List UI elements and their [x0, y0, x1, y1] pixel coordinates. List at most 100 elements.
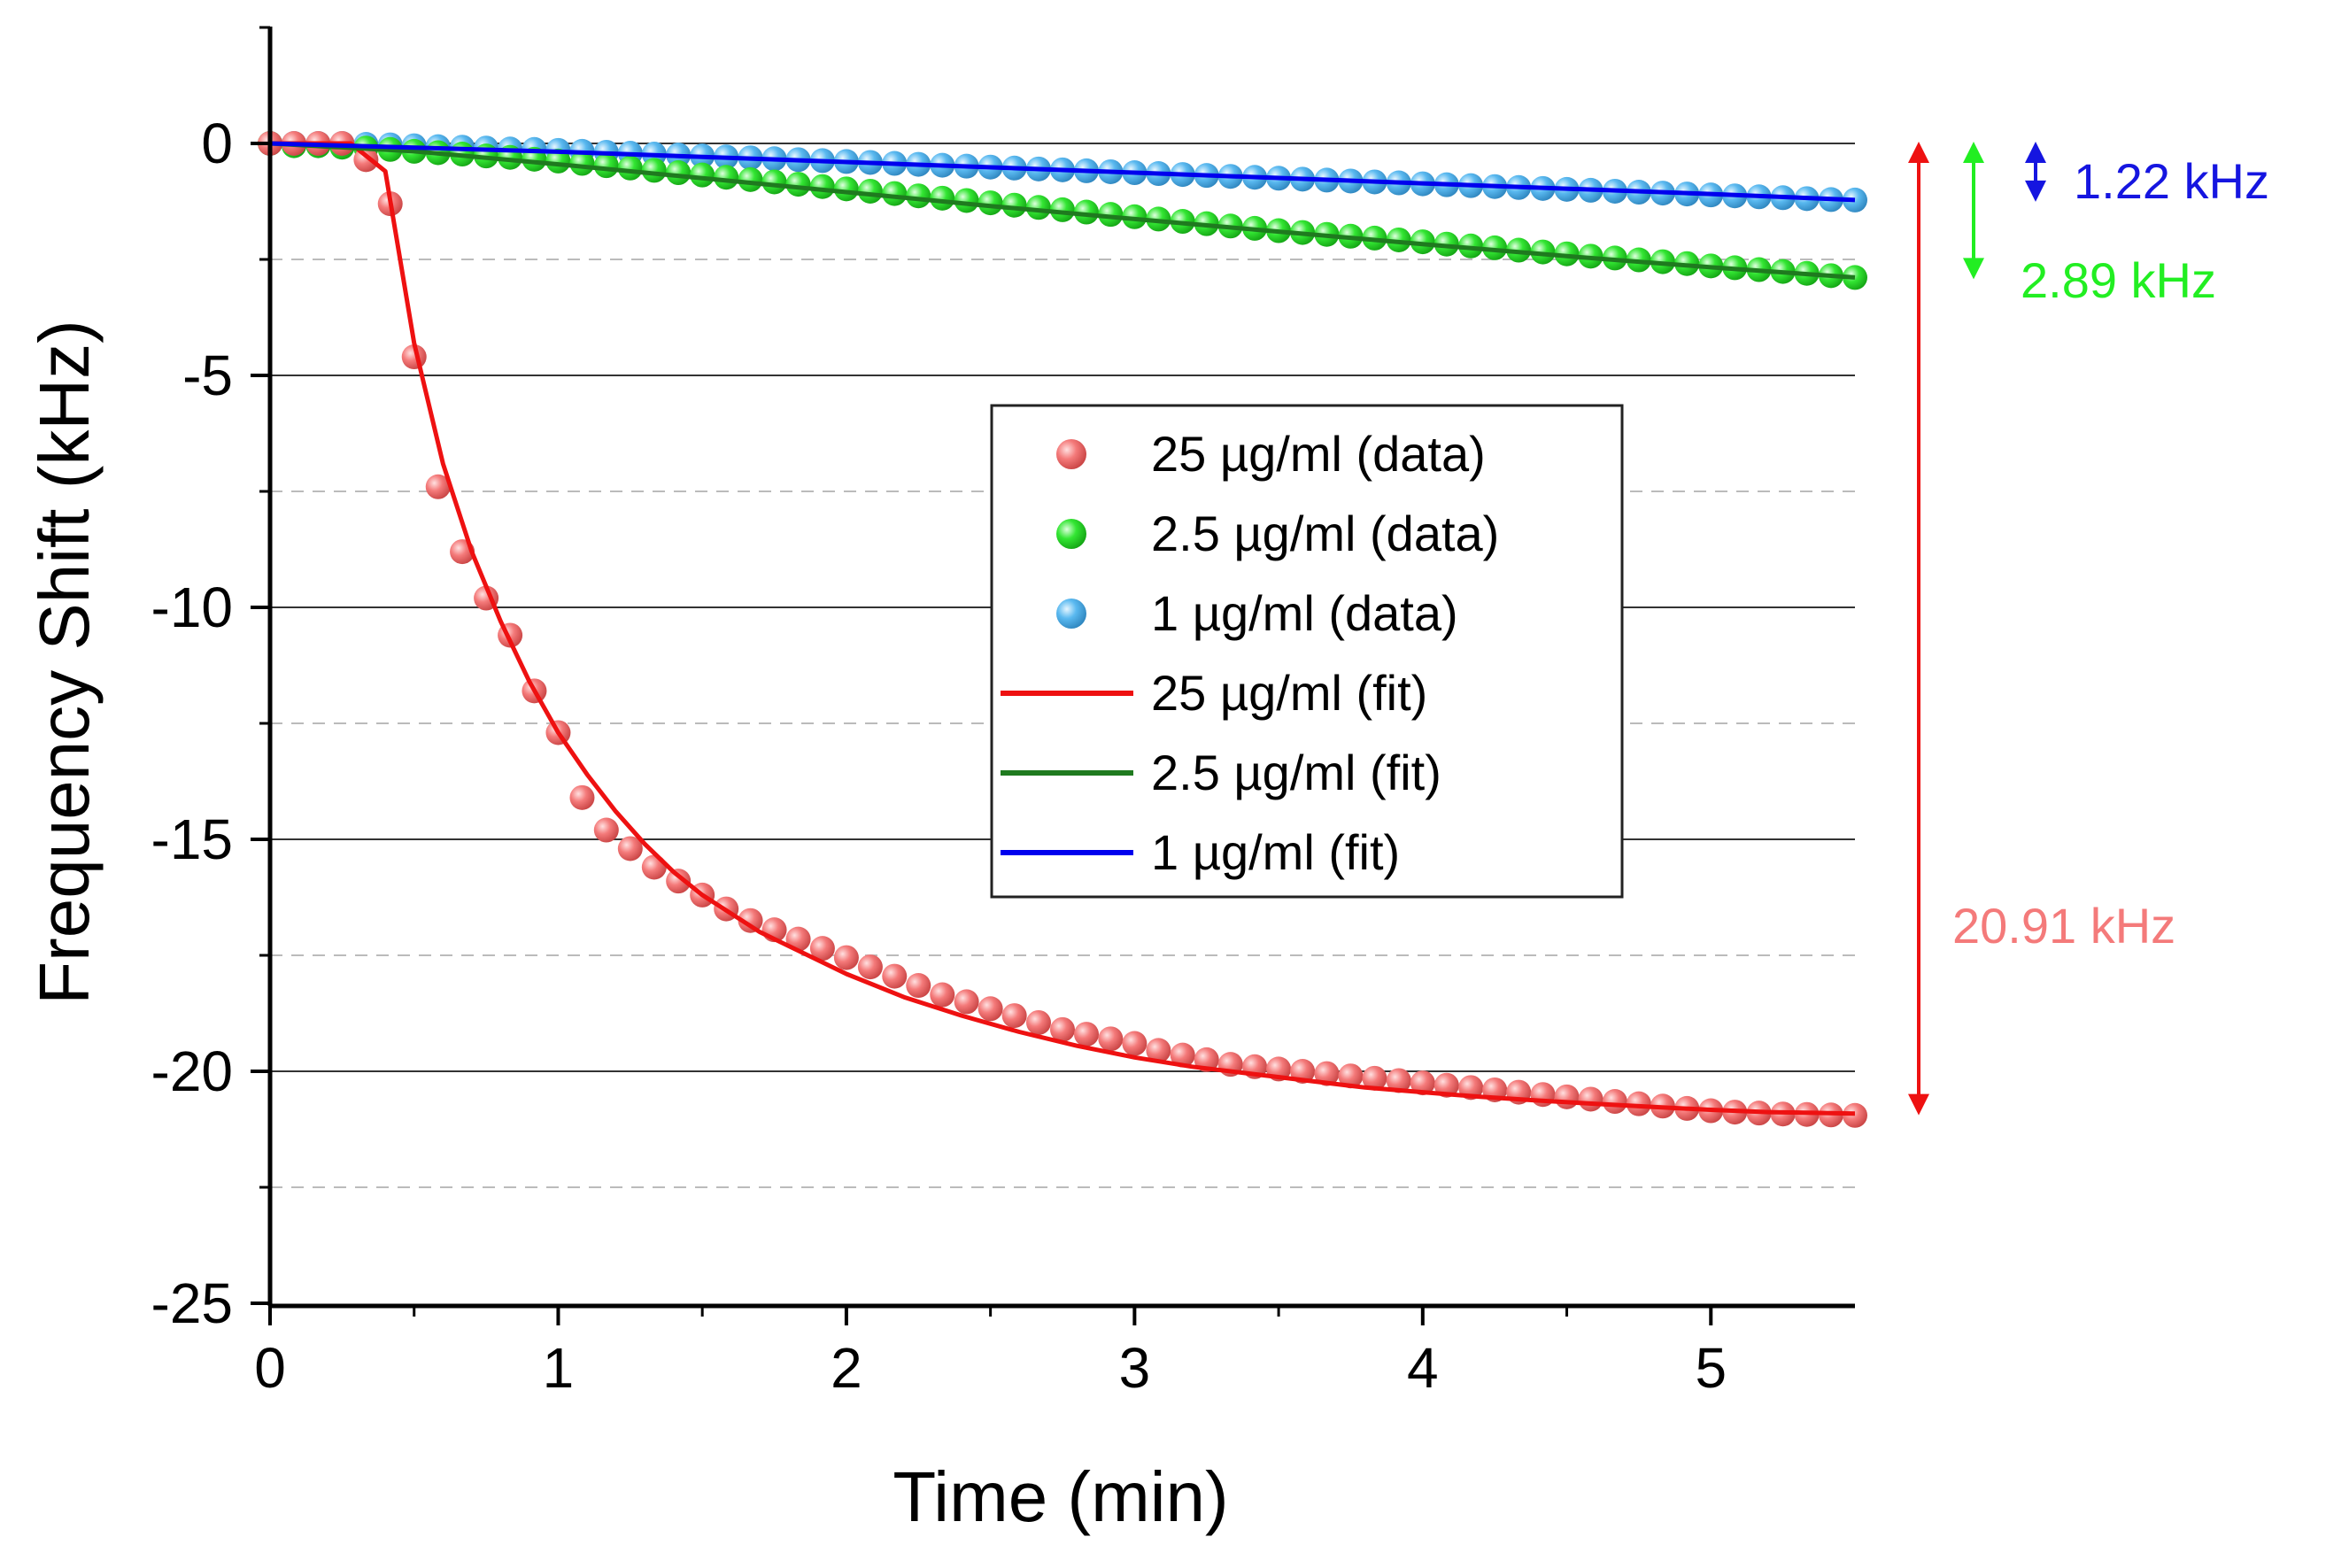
legend: 25 µg/ml (data) 2.5 µg/ml (data) 1 µg/ml…: [990, 404, 1624, 899]
data-point: [1314, 1061, 1340, 1086]
x-tick-label: 0: [254, 1336, 286, 1400]
data-point: [1098, 202, 1124, 228]
legend-marker-1-data: [1056, 599, 1086, 629]
x-axis-title: Time (min): [893, 1457, 1228, 1536]
annotation-2-89-khz: 2.89 kHz: [2021, 252, 2216, 308]
data-point: [738, 908, 763, 933]
data-point: [1122, 204, 1148, 229]
data-point: [593, 153, 619, 179]
legend-marker-2-5-data: [1056, 519, 1086, 549]
x-tick-label: 2: [831, 1336, 862, 1400]
arrow-20-91-khz: [1908, 142, 1929, 1116]
y-tick-label: 0: [201, 112, 233, 175]
data-point: [1578, 1086, 1603, 1112]
arrow-head-up: [1908, 142, 1929, 163]
data-point: [857, 954, 883, 980]
data-point: [1170, 1042, 1195, 1068]
arrow-1-22-khz: [2025, 142, 2046, 202]
fit-line-3: [270, 141, 1856, 1116]
data-point: [1050, 1016, 1075, 1042]
legend-label: 1 µg/ml (data): [1151, 585, 1458, 641]
data-point: [785, 172, 811, 197]
legend-marker-25-data: [1056, 439, 1086, 469]
data-point: [1843, 187, 1867, 212]
data-point: [617, 155, 643, 181]
series-layer: [258, 131, 1867, 1128]
data-point: [714, 165, 739, 190]
fit-line-4: [269, 141, 1856, 280]
data-point: [1843, 1102, 1867, 1128]
annotations: 1.22 kHz 2.89 kHz 20.91 kHz: [1908, 142, 2269, 1116]
x-tick-label: 4: [1407, 1336, 1439, 1400]
legend-item: 25 µg/ml (fit): [1001, 665, 1427, 721]
data-point: [1410, 229, 1435, 255]
legend-item: 2.5 µg/ml (fit): [1001, 745, 1441, 800]
data-point: [1386, 1068, 1411, 1093]
data-point: [978, 996, 1003, 1022]
data-point: [906, 183, 931, 209]
axes: 0 1 2 3 4 5 0 -5 -10 -15 -20 -25: [151, 26, 1855, 1400]
arrow-head-down: [2025, 180, 2046, 202]
data-point: [545, 148, 571, 174]
data-point: [1001, 192, 1027, 218]
data-point: [569, 151, 595, 176]
data-point: [1554, 241, 1580, 266]
data-point: [930, 982, 955, 1008]
data-point: [666, 160, 692, 186]
data-point: [954, 188, 979, 213]
arrow-head-up: [1963, 142, 1984, 163]
arrow-head-down: [1963, 258, 1984, 280]
legend-label: 2.5 µg/ml (fit): [1151, 745, 1441, 800]
annotation-20-91-khz: 20.91 kHz: [1952, 898, 2175, 954]
data-point: [1025, 1009, 1051, 1035]
data-point: [1843, 265, 1867, 290]
y-tick-label: -15: [151, 807, 234, 871]
arrow-2-89-khz: [1963, 142, 1984, 280]
data-point: [641, 158, 667, 183]
data-point: [1050, 197, 1075, 222]
legend-item: 25 µg/ml (data): [1056, 426, 1486, 482]
data-point: [1410, 1070, 1435, 1096]
legend-label: 1 µg/ml (fit): [1151, 824, 1400, 880]
data-point: [738, 166, 763, 192]
data-point: [882, 181, 908, 206]
arrow-head-up: [2025, 142, 2046, 163]
data-point: [1626, 1091, 1651, 1116]
x-tick-label: 5: [1695, 1336, 1727, 1400]
data-point: [569, 784, 595, 810]
data-point: [1602, 1089, 1627, 1115]
legend-box: [990, 404, 1624, 899]
data-point: [666, 869, 692, 894]
data-point: [857, 178, 883, 204]
legend-label: 2.5 µg/ml (data): [1151, 506, 1499, 561]
data-point: [1146, 1038, 1171, 1063]
data-point: [882, 963, 908, 989]
data-point: [1482, 235, 1508, 260]
legend-label: 25 µg/ml (fit): [1151, 665, 1427, 721]
y-tick-label: -5: [182, 344, 233, 407]
y-tick-label: -20: [151, 1039, 234, 1103]
arrow-head-down: [1908, 1093, 1929, 1116]
x-tick-label: 1: [543, 1336, 575, 1400]
data-point: [930, 185, 955, 211]
data-point: [425, 474, 451, 499]
data-point: [809, 174, 835, 199]
data-point: [1074, 1022, 1100, 1047]
data-point: [1025, 195, 1051, 220]
x-tick-label: 3: [1119, 1336, 1151, 1400]
legend-item: 1 µg/ml (data): [1056, 585, 1458, 641]
data-point: [761, 169, 787, 195]
data-point: [1554, 1084, 1580, 1109]
legend-item: 2.5 µg/ml (data): [1056, 506, 1499, 561]
data-point: [954, 989, 979, 1015]
data-point: [1338, 1063, 1364, 1089]
fit-line-5: [269, 141, 1856, 203]
legend-item: 1 µg/ml (fit): [1001, 824, 1400, 880]
y-axis-title: Frequency Shift (kHz): [25, 320, 104, 1005]
y-tick-label: -25: [151, 1271, 234, 1335]
data-point: [617, 836, 643, 861]
data-point: [690, 162, 715, 188]
data-point: [1074, 199, 1100, 225]
y-tick-label: -10: [151, 575, 234, 639]
